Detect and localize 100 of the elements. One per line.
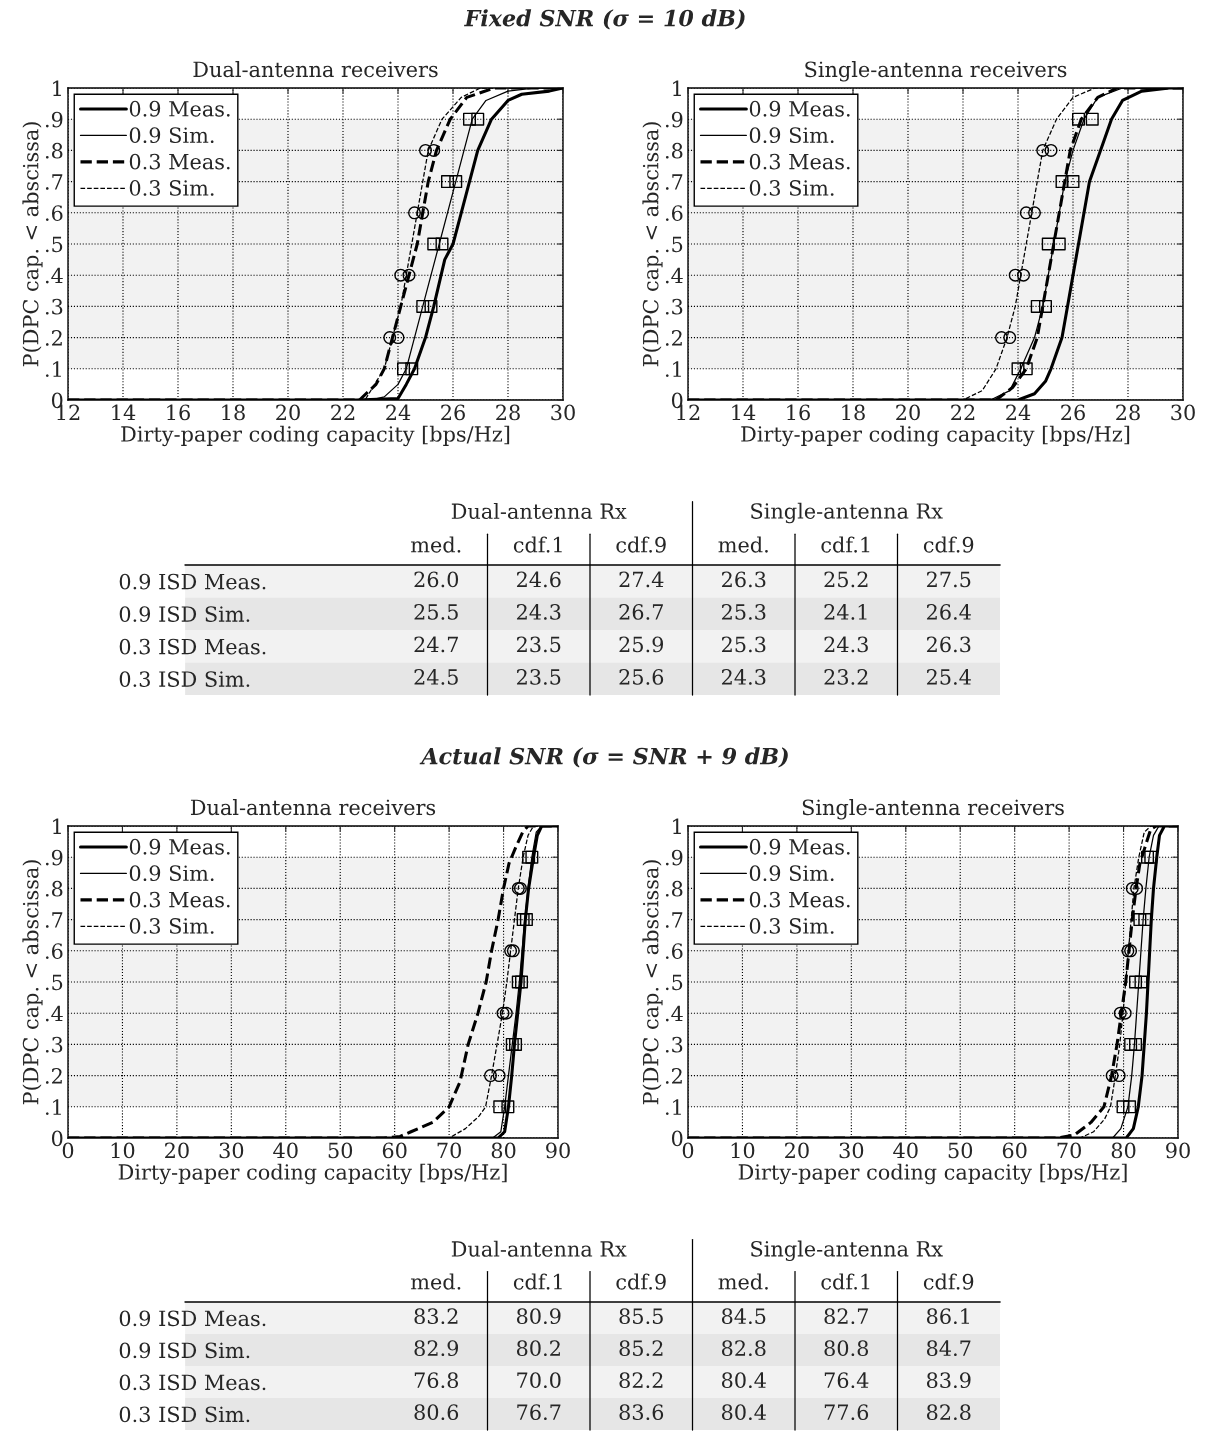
legend-label: 0.3 Meas.: [749, 153, 850, 170]
y-tick-label: 1: [673, 818, 681, 834]
x-tick-label: cdf.1: [513, 536, 562, 553]
chart-title: Single-antenna receivers: [802, 799, 1064, 820]
x-tick-label: 28: [1116, 404, 1140, 421]
legend-label: 0.3 Sim.: [749, 180, 834, 196]
data-label: 76.4: [824, 1372, 869, 1389]
y-tick-label: .2: [45, 330, 62, 346]
y-tick-label: 0.9 ISD Sim.: [119, 606, 250, 622]
y-tick-label: .6: [665, 205, 683, 222]
data-label: 85.5: [619, 1308, 663, 1325]
legend-label: 0.3 Sim.: [129, 180, 214, 196]
x-tick-label: cdf.9: [923, 1273, 974, 1290]
data-label: 86.1: [926, 1308, 969, 1325]
data-label: 77.6: [824, 1404, 869, 1421]
chart-title: Dual-antenna receivers: [190, 799, 436, 816]
x-tick-label: 14: [112, 404, 136, 420]
data-label: 24.6: [516, 571, 561, 588]
legend-label: 0.3 Meas.: [129, 891, 230, 908]
y-tick-label: 1: [673, 80, 681, 96]
x-tick-label: 70: [437, 1142, 461, 1159]
x-tick-label: 30: [1171, 404, 1195, 421]
x-tick-label: 60: [382, 1142, 407, 1159]
legend-label: 0.9 Meas.: [129, 100, 230, 117]
y-axis-title: P(DPC cap. < abscissa): [22, 122, 43, 367]
text: Single-antenna Rx: [751, 1240, 943, 1262]
data-label: 70.0: [517, 1372, 561, 1389]
data-label: 25.5: [414, 604, 458, 620]
data-label: 25.6: [619, 669, 664, 685]
y-tick-label: .8: [45, 142, 63, 159]
data-label: 82.8: [721, 1340, 766, 1357]
y-tick-label: .3: [665, 1036, 683, 1053]
y-tick-label: .1: [45, 361, 61, 378]
x-tick-label: 90: [546, 1142, 570, 1159]
data-label: 26.0: [414, 571, 459, 588]
data-label: 24.3: [721, 669, 766, 685]
x-tick-label: cdf.9: [923, 536, 974, 553]
data-label: 23.5: [516, 636, 561, 653]
y-tick-label: 0.3 ISD Sim.: [119, 671, 250, 687]
data-label: 80.6: [414, 1404, 459, 1421]
y-axis-title: P(DPC cap. < abscissa): [642, 860, 663, 1105]
x-tick-label: 22: [331, 404, 355, 420]
y-tick-label: 0: [671, 1130, 683, 1147]
legend-label: 0.3 Meas.: [749, 891, 850, 908]
x-tick-label: 80: [1111, 1142, 1136, 1159]
data-label: 27.5: [926, 571, 971, 588]
legend-label: 0.9 Meas.: [749, 838, 850, 855]
x-tick-label: 26: [1061, 404, 1085, 421]
data-label: 80.4: [721, 1404, 766, 1421]
x-tick-label: 90: [1166, 1142, 1190, 1159]
y-tick-label: .4: [665, 267, 683, 284]
text: Dual-antenna Rx: [451, 502, 627, 520]
legend-label: 0.9 Sim.: [749, 127, 834, 144]
x-tick-label: 26: [441, 404, 465, 421]
x-axis-title: Dirty-paper coding capacity [bps/Hz]: [741, 425, 1130, 447]
legend-label: 0.9 Meas.: [749, 100, 850, 117]
data-label: 83.6: [619, 1404, 664, 1421]
text: Fixed SNR (σ = 10 dB): [464, 9, 745, 30]
y-tick-label: 0.3 ISD Meas.: [119, 638, 266, 655]
data-label: 80.9: [516, 1308, 561, 1325]
x-tick-label: med.: [410, 1273, 461, 1290]
x-tick-label: 80: [491, 1142, 516, 1159]
data-label: 25.9: [619, 636, 664, 653]
x-tick-label: 40: [273, 1142, 298, 1159]
data-label: 82.2: [619, 1372, 663, 1389]
y-tick-label: .7: [665, 174, 683, 190]
data-label: 82.9: [414, 1340, 459, 1357]
x-tick-label: 14: [732, 404, 756, 420]
x-tick-label: med.: [718, 536, 768, 553]
y-tick-label: .7: [665, 912, 683, 928]
y-tick-label: 0.9 ISD Sim.: [119, 1342, 250, 1359]
x-tick-label: 30: [219, 1142, 244, 1159]
y-tick-label: .6: [45, 943, 63, 960]
y-tick-label: 0.9 ISD Meas.: [119, 1310, 266, 1327]
x-tick-label: 10: [731, 1142, 755, 1159]
legend-label: 0.9 Sim.: [129, 865, 214, 882]
text: Actual SNR (σ = SNR + 9 dB): [419, 747, 788, 768]
data-label: 24.3: [824, 636, 868, 653]
x-axis-title: Dirty-paper coding capacity [bps/Hz]: [738, 1163, 1127, 1185]
data-label: 24.7: [414, 636, 458, 653]
x-tick-label: 30: [839, 1142, 864, 1159]
data-label: 25.3: [721, 604, 766, 620]
y-axis-title: P(DPC cap. < abscissa): [642, 122, 663, 367]
legend-label: 0.3 Sim.: [129, 918, 214, 934]
x-tick-label: 16: [787, 404, 810, 421]
y-tick-label: .4: [665, 1005, 683, 1022]
y-tick-label: .3: [45, 298, 63, 315]
y-tick-label: .5: [665, 974, 683, 991]
x-tick-label: cdf.1: [821, 1273, 870, 1290]
x-axis-title: Dirty-paper coding capacity [bps/Hz]: [121, 425, 510, 447]
x-tick-label: 10: [111, 1142, 135, 1159]
data-label: 25.4: [926, 669, 971, 685]
x-tick-label: 60: [1002, 1142, 1027, 1159]
data-label: 76.7: [517, 1404, 561, 1421]
y-tick-label: .1: [665, 1099, 681, 1116]
data-label: 27.4: [619, 571, 664, 588]
y-tick-label: .3: [45, 1036, 63, 1053]
legend-label: 0.3 Meas.: [129, 153, 230, 170]
legend-label: 0.9 Sim.: [749, 865, 834, 882]
data-label: 83.2: [414, 1308, 458, 1325]
